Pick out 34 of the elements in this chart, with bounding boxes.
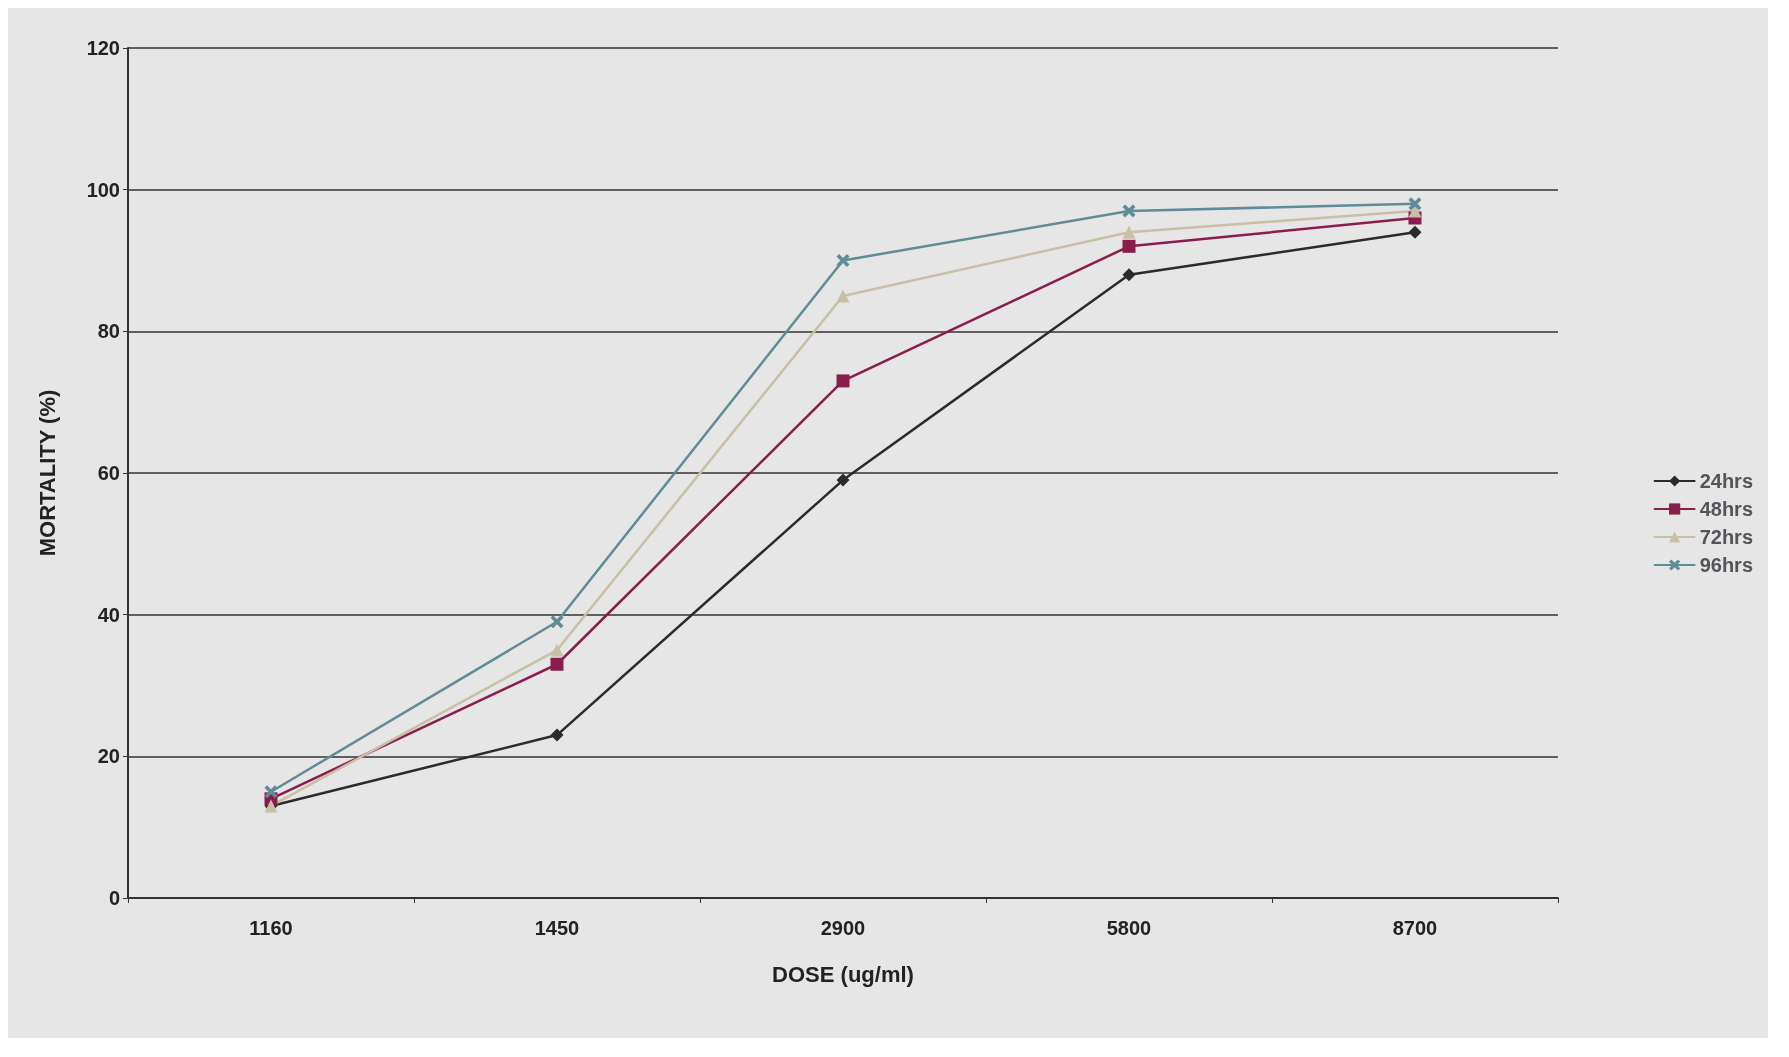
point [550,615,564,629]
point [1408,197,1422,211]
y-tick-label: 120 [86,37,120,59]
point [836,473,850,487]
point [550,657,564,671]
y-tick-label: 80 [97,320,120,343]
legend-label: 96hrs [1699,554,1754,576]
point [836,374,850,388]
point [836,289,850,303]
y-tick-label: 40 [97,603,120,626]
point [1122,239,1136,253]
y-tick-label: 100 [86,178,120,201]
y-tick-label: 20 [97,745,120,768]
x-tick-label: 1450 [534,917,580,939]
x-axis-title: DOSE (ug/ml) [772,961,914,987]
x-tick-label: 8700 [1392,917,1438,939]
point [836,254,850,267]
x-tick-label: 5800 [1106,917,1152,939]
legend-label: 72hrs [1699,526,1754,548]
x-tick-label: 1160 [249,917,293,939]
point [1122,225,1136,239]
legend-label: 48hrs [1699,498,1754,520]
point [1122,204,1136,218]
y-tick-label: 60 [97,462,120,484]
y-tick-label: 0 [108,887,120,909]
point [550,643,564,657]
y-axis-title: MORTALITY (%) [34,389,60,557]
point [1408,204,1422,218]
legend-label: 24hrs [1699,470,1754,492]
point [264,785,278,799]
point [1408,225,1422,239]
x-tick-label: 2900 [820,917,866,939]
point [550,728,564,742]
point [1122,268,1136,282]
